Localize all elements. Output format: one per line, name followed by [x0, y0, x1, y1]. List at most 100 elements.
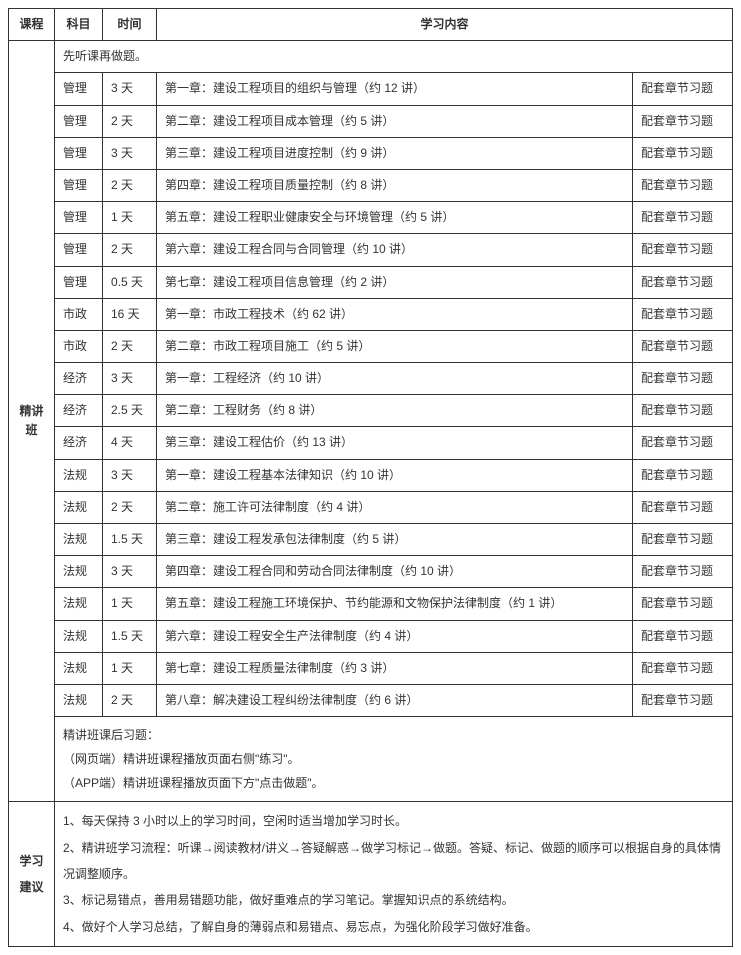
advice-label: 学习建议 [9, 802, 55, 947]
cell-content: 第五章：建设工程职业健康安全与环境管理（约 5 讲） [157, 202, 633, 234]
intro-row: 精讲班先听课再做题。 [9, 41, 733, 73]
table-body: 精讲班先听课再做题。管理3 天第一章：建设工程项目的组织与管理（约 12 讲）配… [9, 41, 733, 947]
table-row: 法规1.5 天第三章：建设工程发承包法律制度（约 5 讲）配套章节习题 [9, 524, 733, 556]
cell-subject: 管理 [55, 105, 103, 137]
table-row: 法规2 天第二章：施工许可法律制度（约 4 讲）配套章节习题 [9, 491, 733, 523]
after-notes-row: 精讲班课后习题：（网页端）精讲班课程播放页面右侧"练习"。（APP端）精讲班课程… [9, 717, 733, 802]
cell-extra: 配套章节习题 [632, 684, 732, 716]
course-label: 精讲班 [9, 41, 55, 802]
cell-content: 第四章：建设工程项目质量控制（约 8 讲） [157, 169, 633, 201]
cell-content: 第二章：施工许可法律制度（约 4 讲） [157, 491, 633, 523]
cell-subject: 法规 [55, 684, 103, 716]
cell-extra: 配套章节习题 [632, 491, 732, 523]
table-row: 法规3 天第一章：建设工程基本法律知识（约 10 讲）配套章节习题 [9, 459, 733, 491]
cell-subject: 经济 [55, 363, 103, 395]
header-subject: 科目 [55, 9, 103, 41]
cell-content: 第三章：建设工程发承包法律制度（约 5 讲） [157, 524, 633, 556]
cell-extra: 配套章节习题 [632, 588, 732, 620]
cell-time: 4 天 [103, 427, 157, 459]
cell-content: 第一章：建设工程项目的组织与管理（约 12 讲） [157, 73, 633, 105]
cell-extra: 配套章节习题 [632, 169, 732, 201]
table-row: 经济4 天第三章：建设工程估价（约 13 讲）配套章节习题 [9, 427, 733, 459]
header-row: 课程 科目 时间 学习内容 [9, 9, 733, 41]
cell-time: 3 天 [103, 459, 157, 491]
cell-content: 第二章：工程财务（约 8 讲） [157, 395, 633, 427]
cell-time: 1 天 [103, 588, 157, 620]
cell-extra: 配套章节习题 [632, 234, 732, 266]
cell-subject: 管理 [55, 137, 103, 169]
cell-content: 第五章：建设工程施工环境保护、节约能源和文物保护法律制度（约 1 讲） [157, 588, 633, 620]
cell-extra: 配套章节习题 [632, 620, 732, 652]
table-row: 法规3 天第四章：建设工程合同和劳动合同法律制度（约 10 讲）配套章节习题 [9, 556, 733, 588]
cell-extra: 配套章节习题 [632, 459, 732, 491]
cell-content: 第二章：市政工程项目施工（约 5 讲） [157, 330, 633, 362]
table-row: 管理0.5 天第七章：建设工程项目信息管理（约 2 讲）配套章节习题 [9, 266, 733, 298]
table-row: 管理2 天第六章：建设工程合同与合同管理（约 10 讲）配套章节习题 [9, 234, 733, 266]
cell-subject: 经济 [55, 427, 103, 459]
cell-content: 第三章：建设工程项目进度控制（约 9 讲） [157, 137, 633, 169]
cell-subject: 法规 [55, 652, 103, 684]
cell-extra: 配套章节习题 [632, 524, 732, 556]
cell-subject: 法规 [55, 459, 103, 491]
cell-content: 第七章：建设工程质量法律制度（约 3 讲） [157, 652, 633, 684]
cell-time: 3 天 [103, 363, 157, 395]
intro-note: 先听课再做题。 [55, 41, 733, 73]
cell-subject: 法规 [55, 491, 103, 523]
table-row: 法规2 天第八章：解决建设工程纠纷法律制度（约 6 讲）配套章节习题 [9, 684, 733, 716]
table-row: 管理3 天第三章：建设工程项目进度控制（约 9 讲）配套章节习题 [9, 137, 733, 169]
cell-time: 1 天 [103, 652, 157, 684]
cell-extra: 配套章节习题 [632, 395, 732, 427]
cell-subject: 管理 [55, 202, 103, 234]
cell-content: 第六章：建设工程安全生产法律制度（约 4 讲） [157, 620, 633, 652]
table-row: 市政16 天第一章：市政工程技术（约 62 讲）配套章节习题 [9, 298, 733, 330]
cell-content: 第八章：解决建设工程纠纷法律制度（约 6 讲） [157, 684, 633, 716]
after-notes: 精讲班课后习题：（网页端）精讲班课程播放页面右侧"练习"。（APP端）精讲班课程… [55, 717, 733, 802]
cell-time: 2 天 [103, 234, 157, 266]
advice-row: 学习建议1、每天保持 3 小时以上的学习时间，空闲时适当增加学习时长。2、精讲班… [9, 802, 733, 947]
table-row: 法规1.5 天第六章：建设工程安全生产法律制度（约 4 讲）配套章节习题 [9, 620, 733, 652]
table-row: 经济3 天第一章：工程经济（约 10 讲）配套章节习题 [9, 363, 733, 395]
cell-content: 第四章：建设工程合同和劳动合同法律制度（约 10 讲） [157, 556, 633, 588]
header-time: 时间 [103, 9, 157, 41]
study-plan-table: 课程 科目 时间 学习内容 精讲班先听课再做题。管理3 天第一章：建设工程项目的… [8, 8, 733, 947]
cell-time: 3 天 [103, 73, 157, 105]
advice-content: 1、每天保持 3 小时以上的学习时间，空闲时适当增加学习时长。2、精讲班学习流程… [55, 802, 733, 947]
header-content: 学习内容 [157, 9, 733, 41]
cell-content: 第二章：建设工程项目成本管理（约 5 讲） [157, 105, 633, 137]
cell-content: 第三章：建设工程估价（约 13 讲） [157, 427, 633, 459]
cell-extra: 配套章节习题 [632, 556, 732, 588]
cell-content: 第一章：工程经济（约 10 讲） [157, 363, 633, 395]
table-row: 市政2 天第二章：市政工程项目施工（约 5 讲）配套章节习题 [9, 330, 733, 362]
cell-time: 1 天 [103, 202, 157, 234]
cell-time: 3 天 [103, 137, 157, 169]
cell-extra: 配套章节习题 [632, 427, 732, 459]
cell-extra: 配套章节习题 [632, 363, 732, 395]
table-row: 管理1 天第五章：建设工程职业健康安全与环境管理（约 5 讲）配套章节习题 [9, 202, 733, 234]
cell-extra: 配套章节习题 [632, 330, 732, 362]
header-course: 课程 [9, 9, 55, 41]
table-row: 管理2 天第二章：建设工程项目成本管理（约 5 讲）配套章节习题 [9, 105, 733, 137]
cell-time: 2 天 [103, 330, 157, 362]
cell-subject: 市政 [55, 330, 103, 362]
cell-subject: 法规 [55, 588, 103, 620]
cell-extra: 配套章节习题 [632, 298, 732, 330]
cell-subject: 管理 [55, 169, 103, 201]
cell-subject: 管理 [55, 73, 103, 105]
cell-time: 2 天 [103, 491, 157, 523]
cell-content: 第六章：建设工程合同与合同管理（约 10 讲） [157, 234, 633, 266]
cell-content: 第七章：建设工程项目信息管理（约 2 讲） [157, 266, 633, 298]
cell-time: 2 天 [103, 105, 157, 137]
cell-content: 第一章：建设工程基本法律知识（约 10 讲） [157, 459, 633, 491]
cell-extra: 配套章节习题 [632, 137, 732, 169]
cell-extra: 配套章节习题 [632, 105, 732, 137]
cell-time: 1.5 天 [103, 524, 157, 556]
table-row: 法规1 天第五章：建设工程施工环境保护、节约能源和文物保护法律制度（约 1 讲）… [9, 588, 733, 620]
cell-time: 3 天 [103, 556, 157, 588]
cell-extra: 配套章节习题 [632, 652, 732, 684]
cell-extra: 配套章节习题 [632, 266, 732, 298]
table-row: 管理3 天第一章：建设工程项目的组织与管理（约 12 讲）配套章节习题 [9, 73, 733, 105]
cell-time: 1.5 天 [103, 620, 157, 652]
cell-subject: 法规 [55, 556, 103, 588]
cell-content: 第一章：市政工程技术（约 62 讲） [157, 298, 633, 330]
cell-subject: 法规 [55, 620, 103, 652]
